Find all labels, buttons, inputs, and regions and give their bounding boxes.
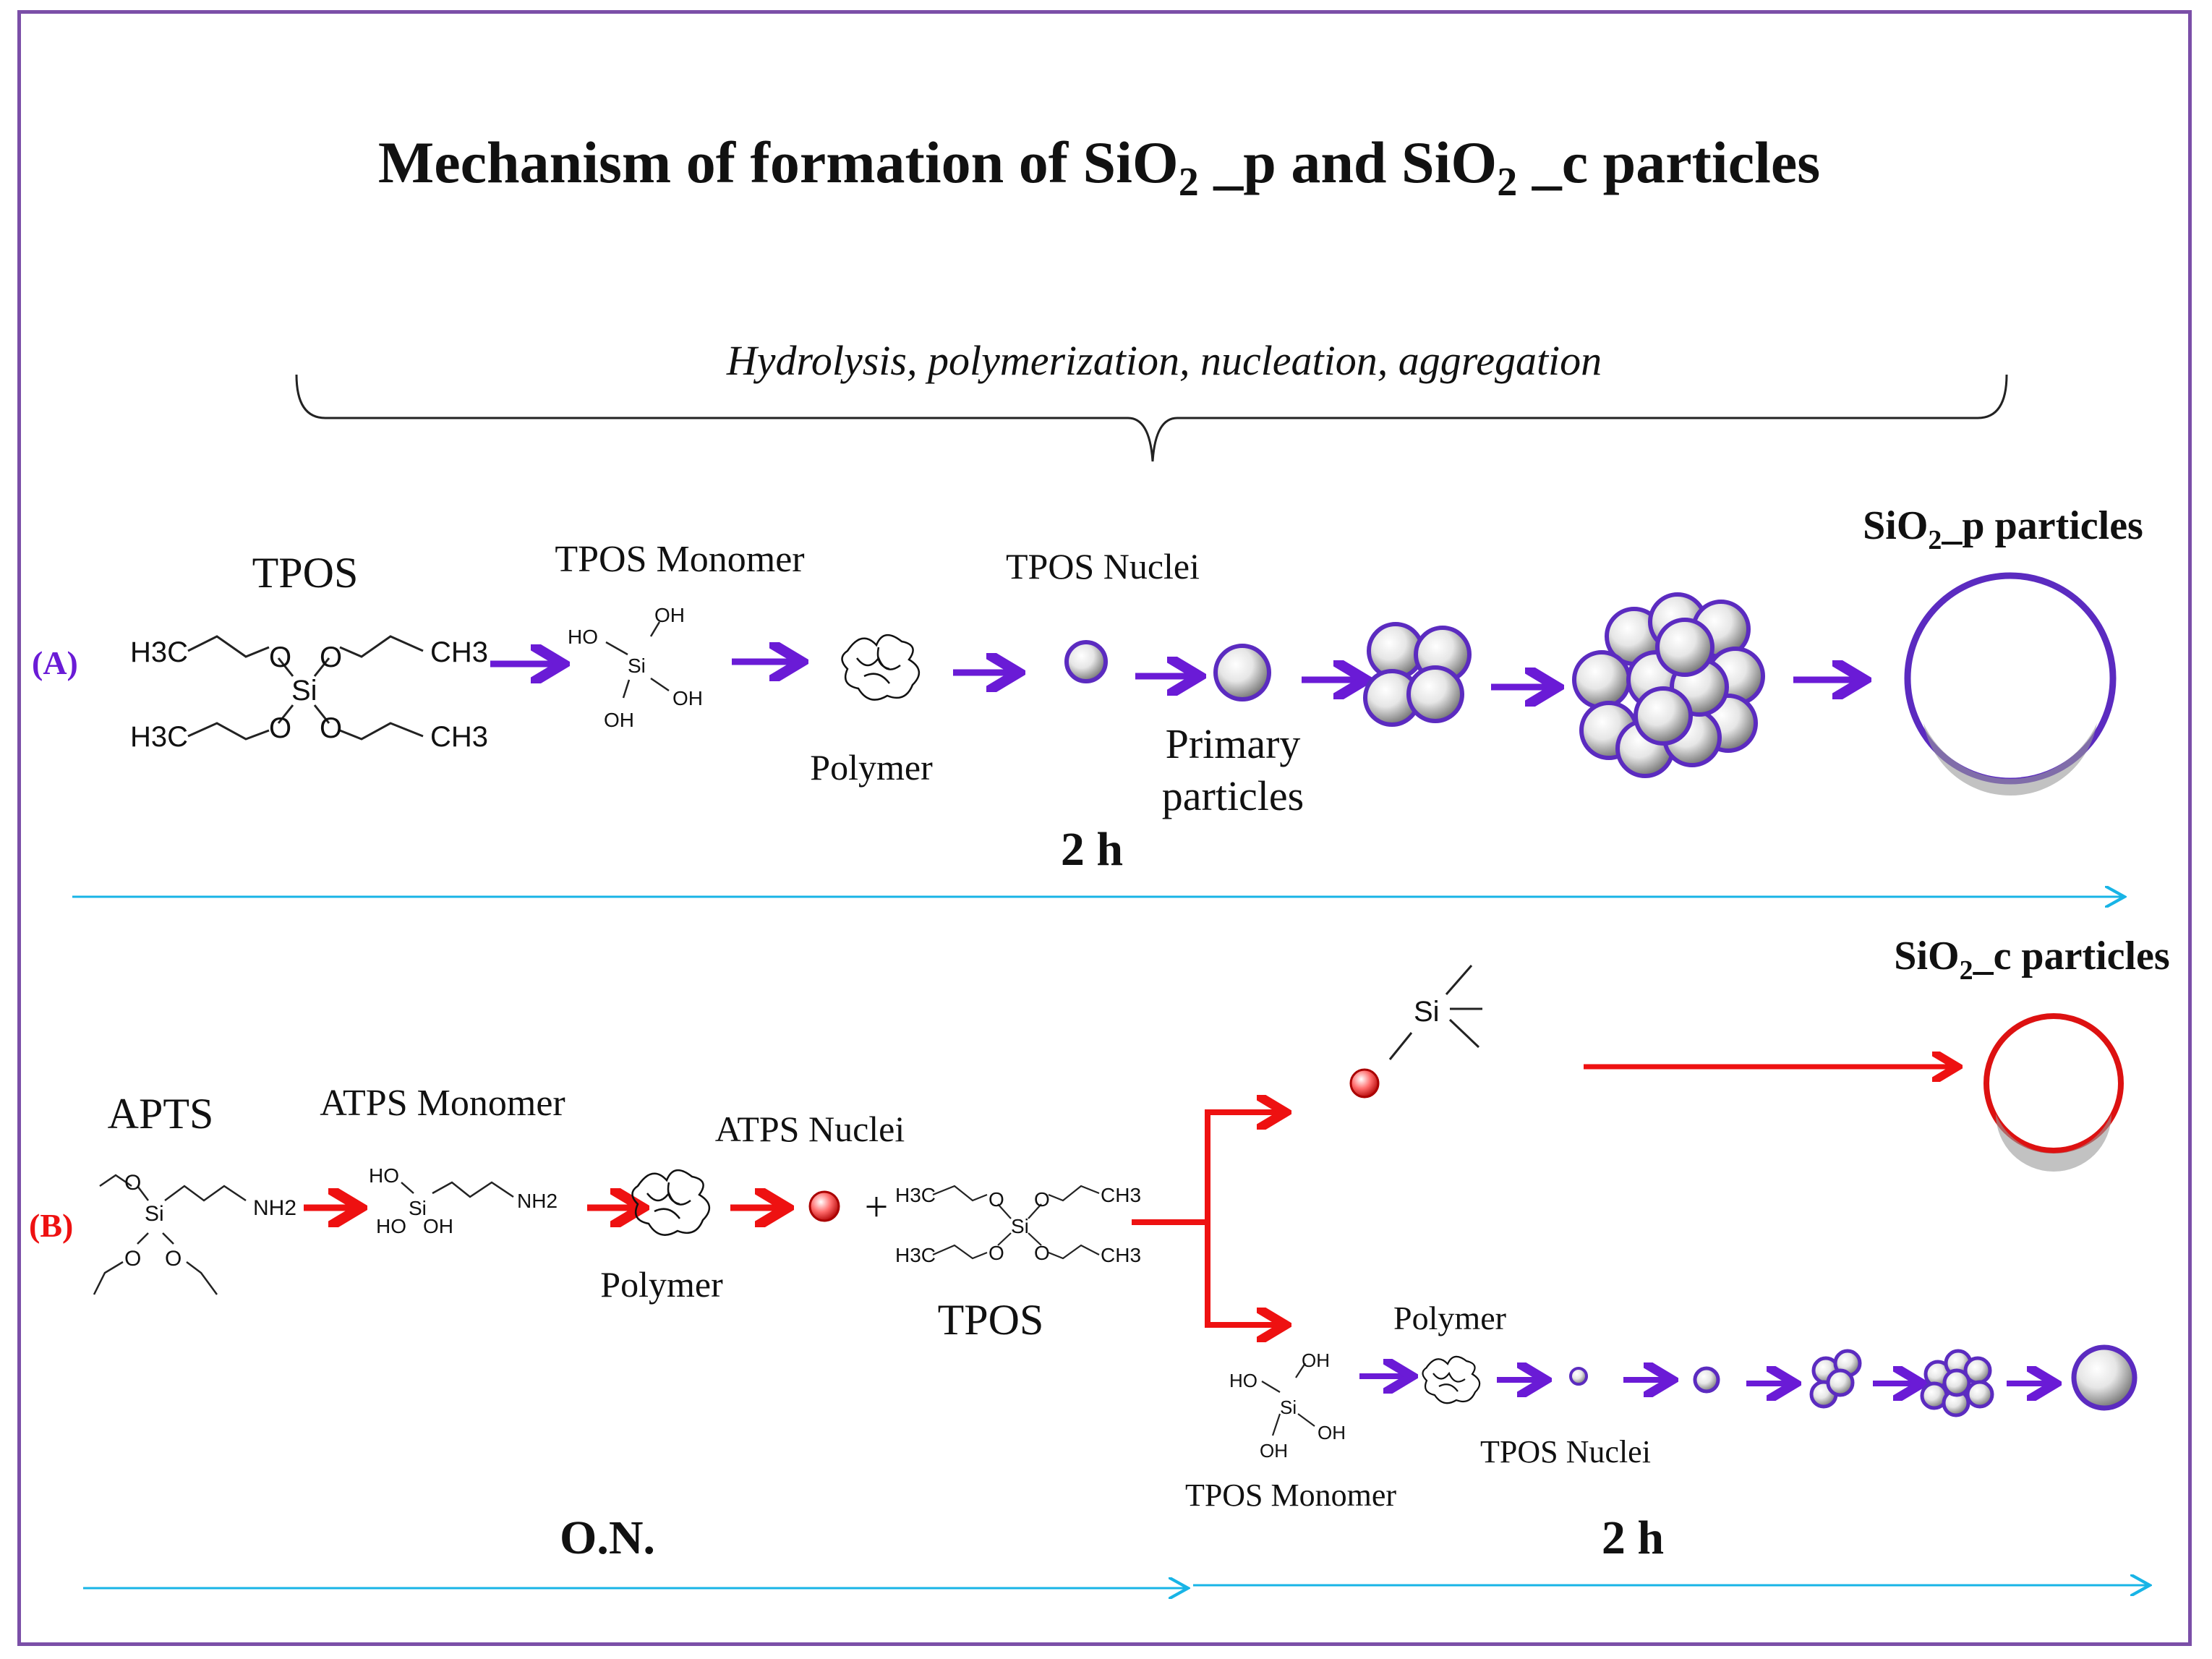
branch-nucleus-medium (1693, 1366, 1720, 1394)
polymer-icon-b (631, 1169, 710, 1236)
tpos-structure-a (187, 635, 424, 741)
tpos-label-a: TPOS (252, 549, 359, 597)
svg-text:H3C: H3C (895, 1184, 936, 1206)
branch-arrows (1132, 1112, 1280, 1325)
svg-text:NH2: NH2 (517, 1190, 558, 1212)
svg-text:O: O (1034, 1188, 1050, 1211)
svg-text:Si: Si (145, 1202, 164, 1226)
svg-text:Si: Si (1011, 1215, 1029, 1237)
sio2-c-label: SiO2_c particles (1894, 934, 2169, 986)
sio2-c-particle (1983, 1013, 2124, 1153)
branch-aggregate-small (1809, 1349, 1862, 1409)
time-on: O.N. (560, 1511, 655, 1564)
time-b-2h: 2 h (1602, 1511, 1664, 1564)
svg-text:Si: Si (1280, 1396, 1297, 1418)
svg-text:H3C: H3C (130, 721, 188, 753)
svg-text:CH3: CH3 (1101, 1244, 1141, 1266)
branch-nuclei-label: TPOS Nuclei (1480, 1434, 1651, 1470)
svg-text:OH: OH (1318, 1422, 1346, 1443)
sio2-p-shading (1923, 723, 2097, 796)
primary-label-1: Primary (1166, 720, 1301, 767)
tpos-atoms-a: H3C O O CH3 Si O O H3C CH3 (130, 636, 488, 753)
aggregate-large (1572, 592, 1765, 778)
time-a: 2 h (1061, 823, 1123, 876)
primary-label-2: particles (1162, 772, 1304, 819)
tpos-label-b: TPOS (938, 1296, 1044, 1344)
svg-text:O: O (165, 1247, 182, 1271)
tpos-nuclei-label-a: TPOS Nuclei (1006, 546, 1200, 587)
apts-label: APTS (108, 1090, 214, 1138)
row-a-marker: (A) (32, 644, 78, 681)
tpos-monomer-structure-a: HO OH Si OH OH (568, 604, 703, 731)
svg-text:O: O (320, 641, 342, 673)
svg-text:OH: OH (423, 1215, 453, 1237)
plus-sign: + (865, 1183, 889, 1230)
figure-frame (17, 10, 2192, 1646)
svg-text:CH3: CH3 (430, 636, 488, 668)
svg-text:Si: Si (409, 1197, 427, 1219)
silane-group (1388, 965, 1482, 1060)
branch-nucleus-small (1569, 1367, 1588, 1386)
aggregate-small (1363, 622, 1472, 727)
atps-monomer-structure: HO Si NH2 HO OH (369, 1164, 558, 1237)
amino-nucleus-functionalized (1349, 1068, 1380, 1099)
svg-text:O: O (1034, 1242, 1050, 1264)
process-brace (295, 374, 2008, 462)
svg-text:OH: OH (1260, 1440, 1288, 1462)
branch-final-particle (2071, 1344, 2138, 1411)
svg-text:O: O (269, 712, 291, 744)
svg-text:O: O (124, 1247, 141, 1271)
polymer-label-a: Polymer (810, 747, 933, 788)
svg-text:O: O (320, 712, 342, 744)
svg-text:O: O (124, 1171, 141, 1195)
atps-monomer-label: ATPS Monomer (320, 1083, 565, 1124)
figure-title: Mechanism of formation of SiO2 _p and Si… (378, 129, 1820, 205)
svg-text:NH2: NH2 (253, 1196, 296, 1220)
silane-si: Si (1414, 996, 1440, 1028)
svg-text:Si: Si (628, 654, 646, 677)
svg-text:HO: HO (1229, 1370, 1257, 1391)
nucleus-a (1064, 640, 1108, 683)
branch-aggregate-large (1920, 1349, 1994, 1417)
branch-polymer-icon (1422, 1355, 1481, 1404)
process-label: Hydrolysis, polymerization, nucleation, … (726, 337, 1602, 384)
svg-text:O: O (988, 1242, 1004, 1264)
atps-nuclei-label: ATPS Nuclei (715, 1109, 905, 1149)
svg-text:HO: HO (376, 1215, 406, 1237)
svg-text:OH: OH (1302, 1349, 1330, 1371)
svg-text:H3C: H3C (895, 1244, 936, 1266)
svg-text:OH: OH (654, 604, 685, 626)
svg-text:CH3: CH3 (430, 721, 488, 753)
svg-text:Si: Si (291, 675, 317, 707)
sio2-c-shading (1996, 1114, 2111, 1172)
tpos-structure-b: H3C O O CH3 Si O O H3C CH3 (895, 1184, 1141, 1266)
row-b-marker: (B) (29, 1207, 73, 1244)
svg-text:OH: OH (604, 709, 634, 731)
primary-particle (1213, 644, 1271, 701)
svg-text:HO: HO (568, 626, 598, 648)
atps-nucleus (808, 1190, 840, 1222)
tpos-monomer-label-a: TPOS Monomer (555, 539, 804, 580)
svg-text:H3C: H3C (130, 636, 188, 668)
svg-text:CH3: CH3 (1101, 1184, 1141, 1206)
svg-text:O: O (988, 1188, 1004, 1211)
branch-polymer-label: Polymer (1393, 1300, 1506, 1336)
svg-text:O: O (269, 641, 291, 673)
apts-structure: O Si NH2 O O (93, 1171, 296, 1295)
sio2-p-label: SiO2_p particles (1863, 503, 2143, 555)
svg-text:HO: HO (369, 1164, 399, 1187)
polymer-icon-a (841, 634, 920, 701)
branch-monomer-label: TPOS Monomer (1185, 1477, 1396, 1513)
polymer-label-b: Polymer (600, 1264, 723, 1305)
branch-monomer-structure: HO OH Si OH OH (1229, 1349, 1346, 1462)
svg-text:OH: OH (672, 687, 703, 709)
